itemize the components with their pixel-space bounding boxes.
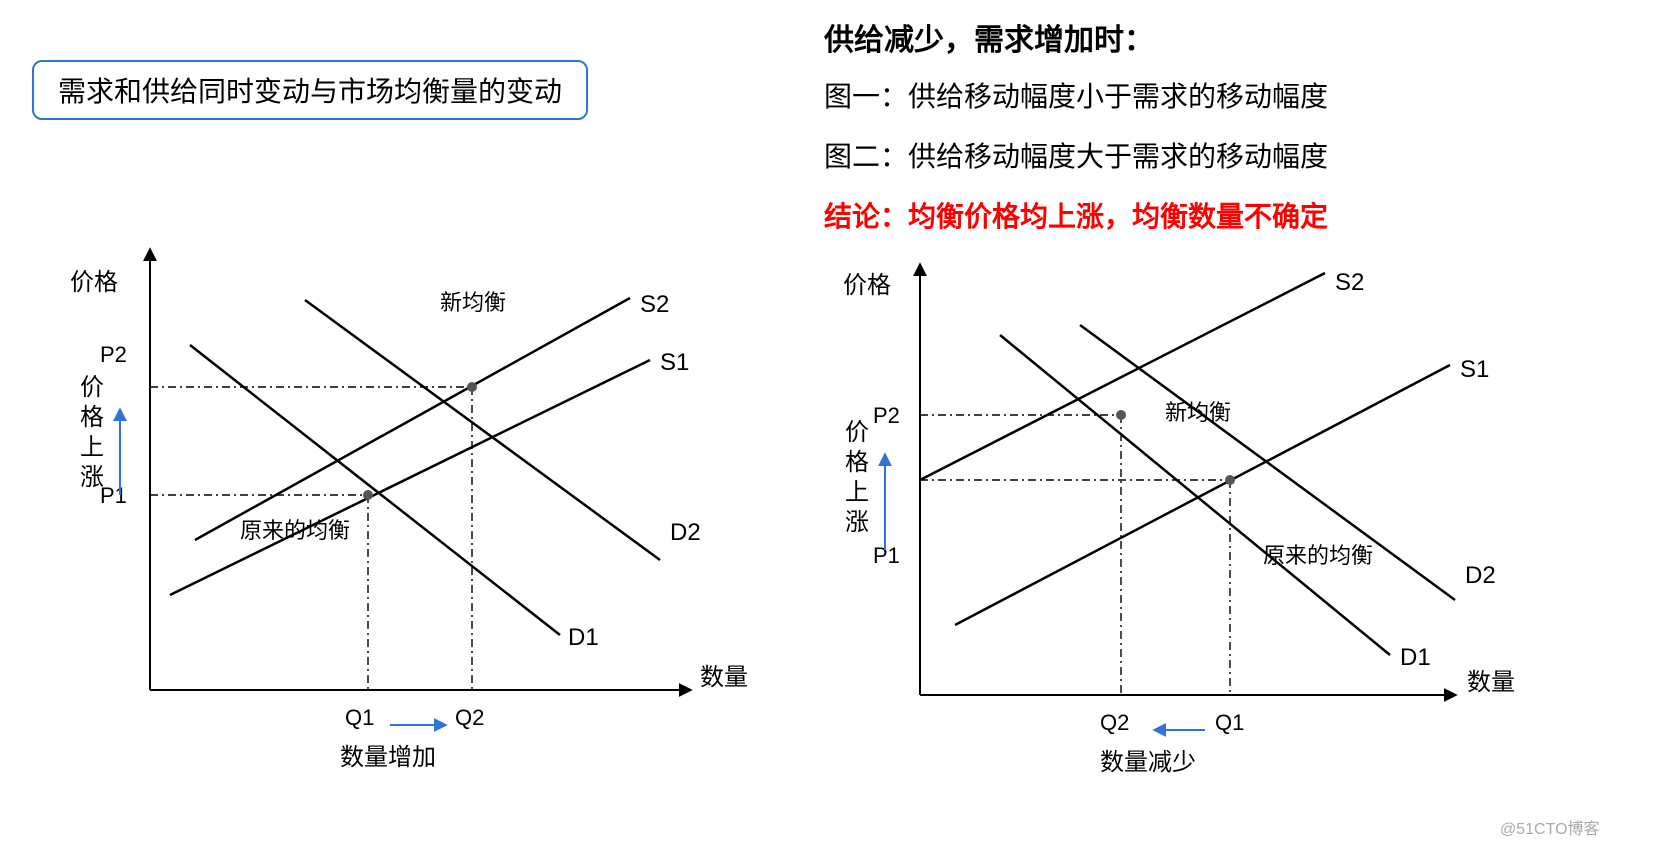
svg-text:P1: P1 bbox=[100, 483, 127, 508]
svg-text:D1: D1 bbox=[1400, 644, 1431, 671]
svg-text:价格: 价格 bbox=[70, 269, 118, 296]
svg-text:D1: D1 bbox=[568, 624, 599, 651]
svg-text:数量减少: 数量减少 bbox=[1100, 749, 1196, 776]
svg-text:上: 上 bbox=[845, 479, 869, 506]
svg-text:涨: 涨 bbox=[845, 509, 869, 536]
svg-text:S1: S1 bbox=[660, 349, 689, 376]
svg-text:S1: S1 bbox=[1460, 356, 1489, 383]
watermark: @51CTO博客 bbox=[1500, 815, 1600, 839]
svg-text:新均衡: 新均衡 bbox=[1165, 400, 1231, 425]
svg-text:格: 格 bbox=[845, 449, 869, 476]
title-text: 需求和供给同时变动与市场均衡量的变动 bbox=[58, 76, 562, 107]
svg-text:D2: D2 bbox=[670, 519, 701, 546]
svg-text:价格: 价格 bbox=[843, 272, 891, 299]
svg-text:价: 价 bbox=[845, 419, 869, 446]
svg-text:Q1: Q1 bbox=[1215, 710, 1244, 735]
chart-1: 价格数量S1S2D1D2原来的均衡新均衡P1P2Q1Q2价格上涨数量增加 bbox=[40, 240, 780, 800]
svg-text:原来的均衡: 原来的均衡 bbox=[240, 518, 350, 543]
svg-text:数量增加: 数量增加 bbox=[340, 744, 436, 771]
svg-text:原来的均衡: 原来的均衡 bbox=[1263, 543, 1373, 568]
svg-text:涨: 涨 bbox=[80, 464, 104, 491]
svg-text:P1: P1 bbox=[873, 543, 900, 568]
svg-text:价: 价 bbox=[80, 374, 104, 401]
heading-text: 供给减少，需求增加时： bbox=[824, 24, 1154, 57]
svg-text:P2: P2 bbox=[873, 403, 900, 428]
svg-text:P2: P2 bbox=[100, 342, 127, 367]
svg-text:格: 格 bbox=[80, 404, 104, 431]
svg-text:Q2: Q2 bbox=[455, 705, 484, 730]
svg-text:S2: S2 bbox=[1335, 269, 1364, 296]
svg-text:D2: D2 bbox=[1465, 562, 1496, 589]
text-line-2: 图二：供给移动幅度大于需求的移动幅度 bbox=[824, 135, 1328, 175]
svg-text:数量: 数量 bbox=[1467, 669, 1515, 696]
text-line-1: 图一：供给移动幅度小于需求的移动幅度 bbox=[824, 75, 1328, 115]
conclusion-text: 结论：均衡价格均上涨，均衡数量不确定 bbox=[824, 201, 1328, 232]
svg-text:新均衡: 新均衡 bbox=[440, 290, 506, 315]
line2-text: 图二：供给移动幅度大于需求的移动幅度 bbox=[824, 141, 1328, 172]
svg-text:上: 上 bbox=[80, 434, 104, 461]
svg-text:S2: S2 bbox=[640, 291, 669, 318]
line1-text: 图一：供给移动幅度小于需求的移动幅度 bbox=[824, 81, 1328, 112]
chart-2: 价格数量S1S2D1D2原来的均衡新均衡P1P2Q1Q2价格上涨数量减少 bbox=[825, 255, 1545, 815]
title-box: 需求和供给同时变动与市场均衡量的变动 bbox=[32, 60, 588, 120]
svg-text:Q2: Q2 bbox=[1100, 710, 1129, 735]
watermark-text: @51CTO博客 bbox=[1500, 821, 1600, 838]
svg-text:数量: 数量 bbox=[700, 664, 748, 691]
svg-text:Q1: Q1 bbox=[345, 705, 374, 730]
conclusion-line: 结论：均衡价格均上涨，均衡数量不确定 bbox=[824, 195, 1328, 235]
section-heading: 供给减少，需求增加时： bbox=[824, 15, 1154, 59]
